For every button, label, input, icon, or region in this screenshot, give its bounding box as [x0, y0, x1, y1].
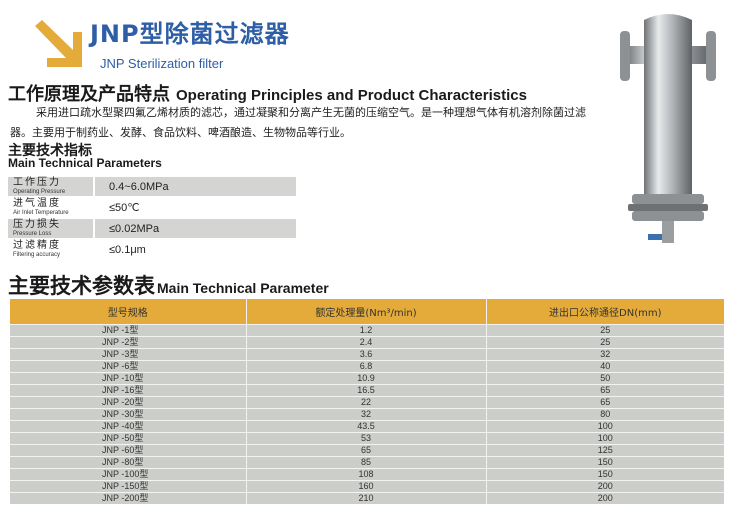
table-row: JNP -80型 85 150	[10, 456, 724, 469]
table-row: JNP -20型 22 65	[10, 396, 724, 409]
arrow-down-right-icon	[35, 20, 82, 67]
principles-heading-en: Operating Principles and Product Charact…	[176, 87, 527, 104]
table-row: JNP -1型 1.2 25	[10, 324, 724, 337]
model-cell: JNP -200型	[10, 492, 247, 504]
capacity-cell: 1.2	[246, 324, 487, 337]
capacity-cell: 10.9	[246, 372, 487, 385]
capacity-cell: 160	[246, 480, 487, 493]
capacity-cell: 43.5	[246, 420, 487, 433]
spec-value: ≤0.02MPa	[95, 219, 296, 238]
spec-label-en: Pressure Loss	[13, 231, 52, 237]
diameter-cell: 125	[486, 444, 724, 457]
principles-description: 采用进口疏水型聚四氟乙烯材质的滤芯，通过凝聚和分离产生无菌的压缩空气。是一种理想…	[10, 106, 586, 139]
capacity-cell: 3.6	[246, 348, 487, 361]
spec-label-cn: 压力损失	[13, 219, 61, 230]
capacity-cell: 32	[246, 408, 487, 421]
model-cell: JNP -20型	[10, 396, 247, 409]
diameter-cell: 100	[486, 420, 724, 433]
page-title: JNP型除菌过滤器	[90, 20, 290, 48]
model-cell: JNP -3型	[10, 348, 247, 361]
model-cell: JNP -30型	[10, 408, 247, 421]
model-cell: JNP -150型	[10, 480, 247, 493]
diameter-cell: 25	[486, 336, 724, 349]
table-row: JNP -150型 160 200	[10, 480, 724, 493]
specs-heading-en: Main Technical Parameters	[8, 156, 162, 170]
specs-heading-cn: 主要技术指标	[8, 143, 92, 159]
spec-value: ≤50℃	[109, 202, 140, 214]
spec-label-en: Air Inlet Temperature	[13, 210, 69, 216]
parameter-table: 型号规格 额定处理量(Nm³/min) 进出口公称通径DN(mm) JNP -1…	[10, 299, 724, 504]
principles-heading: 工作原理及产品特点 Operating Principles and Produc…	[8, 80, 527, 106]
spec-value: 0.4~6.0MPa	[95, 177, 296, 196]
model-cell: JNP -40型	[10, 420, 247, 433]
capacity-cell: 2.4	[246, 336, 487, 349]
spec-row: 工作压力 Operating Pressure 0.4~6.0MPa	[8, 177, 296, 196]
model-cell: JNP -2型	[10, 336, 247, 349]
table-row: JNP -3型 3.6 32	[10, 348, 724, 361]
model-cell: JNP -60型	[10, 444, 247, 457]
spec-table: 工作压力 Operating Pressure 0.4~6.0MPa 进气温度 …	[8, 175, 296, 261]
capacity-cell: 65	[246, 444, 487, 457]
capacity-cell: 22	[246, 396, 487, 409]
spec-label-cn: 工作压力	[13, 177, 61, 188]
table-row: JNP -200型 210 200	[10, 492, 724, 504]
table-row: JNP -6型 6.8 40	[10, 360, 724, 373]
model-cell: JNP -16型	[10, 384, 247, 397]
model-cell: JNP -6型	[10, 360, 247, 373]
diameter-cell: 65	[486, 384, 724, 397]
table-header-row: 型号规格 额定处理量(Nm³/min) 进出口公称通径DN(mm)	[10, 299, 724, 325]
diameter-cell: 100	[486, 432, 724, 445]
table-row: JNP -50型 53 100	[10, 432, 724, 445]
diameter-cell: 200	[486, 492, 724, 504]
spec-row: 进气温度 Air Inlet Temperature ≤50℃	[8, 198, 296, 217]
table-row: JNP -30型 32 80	[10, 408, 724, 421]
table-row: JNP -100型 108 150	[10, 468, 724, 481]
model-cell: JNP -50型	[10, 432, 247, 445]
table-row: JNP -60型 65 125	[10, 444, 724, 457]
spec-row: 过滤精度 Filtering accuracy ≤0.1μm	[8, 240, 296, 259]
table-row: JNP -40型 43.5 100	[10, 420, 724, 433]
diameter-cell: 65	[486, 396, 724, 409]
model-cell: JNP -100型	[10, 468, 247, 481]
spec-label: 过滤精度 Filtering accuracy	[8, 240, 95, 259]
table-row: JNP -10型 10.9 50	[10, 372, 724, 385]
spec-label: 压力损失 Pressure Loss	[8, 219, 95, 238]
diameter-cell: 40	[486, 360, 724, 373]
table-row: JNP -16型 16.5 65	[10, 384, 724, 397]
diameter-cell: 80	[486, 408, 724, 421]
model-cell: JNP -1型	[10, 324, 247, 337]
column-header-model: 型号规格	[10, 299, 247, 325]
principles-heading-cn: 工作原理及产品特点	[8, 84, 170, 105]
column-header-capacity: 额定处理量(Nm³/min)	[246, 299, 487, 325]
capacity-cell: 53	[246, 432, 487, 445]
parameter-heading-en: Main Technical Parameter	[157, 280, 329, 296]
capacity-cell: 6.8	[246, 360, 487, 373]
spec-label-cn: 过滤精度	[13, 240, 61, 251]
spec-label: 进气温度 Air Inlet Temperature	[8, 198, 95, 217]
spec-row: 压力损失 Pressure Loss ≤0.02MPa	[8, 219, 296, 238]
column-header-diameter: 进出口公称通径DN(mm)	[486, 299, 724, 325]
diameter-cell: 150	[486, 468, 724, 481]
page-subtitle: JNP Sterilization filter	[100, 56, 224, 71]
parameter-heading: 主要技术参数表 Main Technical Parameter	[8, 270, 329, 300]
capacity-cell: 108	[246, 468, 487, 481]
diameter-cell: 200	[486, 480, 724, 493]
spec-label-en: Filtering accuracy	[13, 252, 61, 258]
capacity-cell: 85	[246, 456, 487, 469]
spec-value: ≤0.1μm	[109, 243, 146, 256]
diameter-cell: 50	[486, 372, 724, 385]
diameter-cell: 150	[486, 456, 724, 469]
diameter-cell: 25	[486, 324, 724, 337]
capacity-cell: 16.5	[246, 384, 487, 397]
table-row: JNP -2型 2.4 25	[10, 336, 724, 349]
model-cell: JNP -80型	[10, 456, 247, 469]
spec-label: 工作压力 Operating Pressure	[8, 177, 95, 196]
spec-label-cn: 进气温度	[13, 198, 61, 209]
spec-label-en: Operating Pressure	[13, 189, 66, 195]
parameter-heading-cn: 主要技术参数表	[8, 274, 155, 298]
diameter-cell: 32	[486, 348, 724, 361]
capacity-cell: 210	[246, 492, 487, 504]
filter-product-image	[620, 14, 716, 243]
model-cell: JNP -10型	[10, 372, 247, 385]
